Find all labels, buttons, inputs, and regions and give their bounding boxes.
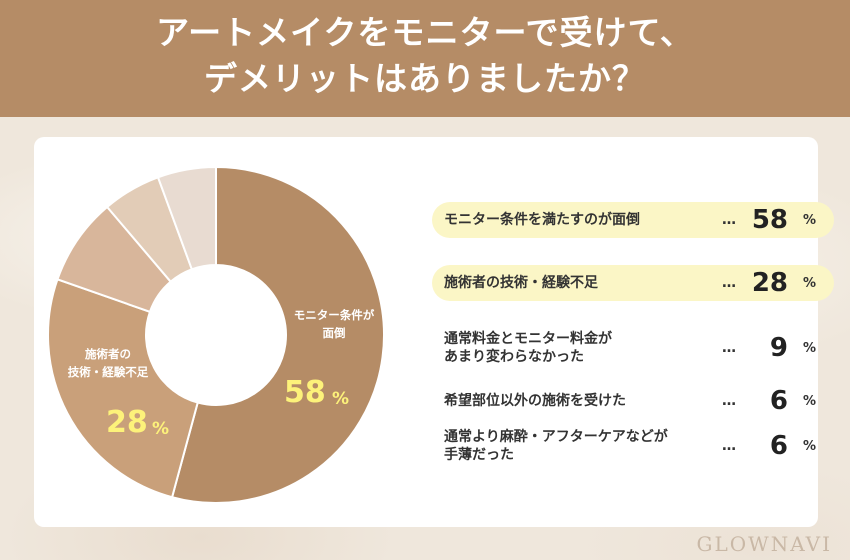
- legend-row: 希望部位以外の施術を受けた … 6 %: [432, 383, 834, 419]
- slice-label-1: 施術者の 技術・経験不足: [67, 347, 149, 379]
- brand-logo: GLOWNAVI: [696, 532, 832, 556]
- legend-unit: %: [802, 340, 816, 356]
- legend-value: 28: [751, 268, 788, 298]
- donut-chart: [47, 165, 385, 504]
- legend-dots: …: [722, 438, 736, 454]
- legend-label: 通常料金とモニター料金が あまり変わらなかった: [444, 331, 612, 365]
- legend-value: 6: [769, 386, 788, 416]
- legend-label: 希望部位以外の施術を受けた: [444, 393, 626, 409]
- legend-unit: %: [802, 393, 816, 409]
- legend-row: モニター条件を満たすのが面倒 … 58 %: [432, 202, 834, 238]
- chart-card: モニター条件が 面倒 58 % 施術者の 技術・経験不足 28 % モニター条件…: [34, 137, 834, 527]
- legend-dots: …: [722, 275, 736, 291]
- legend-label: 施術者の技術・経験不足: [444, 275, 598, 291]
- legend-value: 58: [751, 205, 788, 235]
- legend-row: 通常料金とモニター料金が あまり変わらなかった … 9 %: [432, 330, 834, 366]
- pie-slice-4: [156, 165, 217, 271]
- slice-pct-0: 58: [284, 375, 326, 410]
- page-title: アートメイクをモニターで受けて、 デメリットはありましたか？: [156, 13, 694, 98]
- slice-pct-unit-1: %: [152, 419, 170, 439]
- legend-row: 施術者の技術・経験不足 … 28 %: [432, 265, 834, 301]
- legend-unit: %: [802, 212, 816, 228]
- legend-unit: %: [802, 275, 816, 291]
- slice-pct-1: 28: [106, 405, 148, 440]
- slice-pct-unit-0: %: [332, 389, 350, 409]
- slice-label-0: モニター条件が 面倒: [293, 308, 375, 340]
- header-banner: アートメイクをモニターで受けて、 デメリットはありましたか？: [0, 0, 850, 117]
- legend-value: 9: [769, 333, 788, 363]
- legend-value: 6: [769, 431, 788, 461]
- pie-slice-1: [47, 278, 199, 499]
- legend-unit: %: [802, 438, 816, 454]
- legend-label: モニター条件を満たすのが面倒: [444, 212, 640, 228]
- legend-dots: …: [722, 393, 736, 409]
- legend-dots: …: [722, 212, 736, 228]
- legend-label: 通常より麻酔・アフターケアなどが 手薄だった: [444, 429, 668, 463]
- legend-row: 通常より麻酔・アフターケアなどが 手薄だった … 6 %: [432, 428, 834, 464]
- pie-slice-0: [170, 165, 385, 504]
- legend-dots: …: [722, 340, 736, 356]
